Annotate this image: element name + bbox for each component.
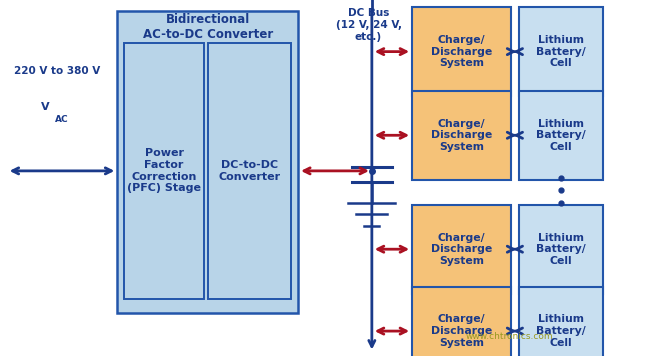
Bar — [412, 91, 511, 180]
Text: Lithium
Battery/
Cell: Lithium Battery/ Cell — [536, 314, 586, 348]
Text: Charge/
Discharge
System: Charge/ Discharge System — [431, 314, 492, 348]
Text: Bidirectional
AC-to-DC Converter: Bidirectional AC-to-DC Converter — [143, 13, 273, 41]
Text: Lithium
Battery/
Cell: Lithium Battery/ Cell — [536, 232, 586, 266]
Text: AC: AC — [55, 115, 68, 124]
Bar — [412, 7, 511, 96]
Text: 220 V to 380 V: 220 V to 380 V — [14, 66, 100, 76]
Text: Power
Factor
Correction
(PFC) Stage: Power Factor Correction (PFC) Stage — [127, 148, 201, 193]
Text: V: V — [42, 102, 50, 112]
Text: Charge/
Discharge
System: Charge/ Discharge System — [431, 35, 492, 68]
Bar — [519, 205, 603, 294]
Text: Lithium
Battery/
Cell: Lithium Battery/ Cell — [536, 119, 586, 152]
Text: www.chtronics.com: www.chtronics.com — [466, 332, 553, 341]
Bar — [519, 7, 603, 96]
Bar — [519, 91, 603, 180]
Text: DC-to-DC
Converter: DC-to-DC Converter — [218, 160, 281, 182]
Bar — [117, 11, 298, 313]
Bar — [124, 43, 204, 299]
Text: Charge/
Discharge
System: Charge/ Discharge System — [431, 232, 492, 266]
Text: Charge/
Discharge
System: Charge/ Discharge System — [431, 119, 492, 152]
Bar — [519, 287, 603, 356]
Text: Lithium
Battery/
Cell: Lithium Battery/ Cell — [536, 35, 586, 68]
Bar — [412, 287, 511, 356]
Text: DC Bus
(12 V, 24 V,
etc.): DC Bus (12 V, 24 V, etc.) — [336, 8, 401, 42]
Bar — [208, 43, 291, 299]
Bar — [412, 205, 511, 294]
